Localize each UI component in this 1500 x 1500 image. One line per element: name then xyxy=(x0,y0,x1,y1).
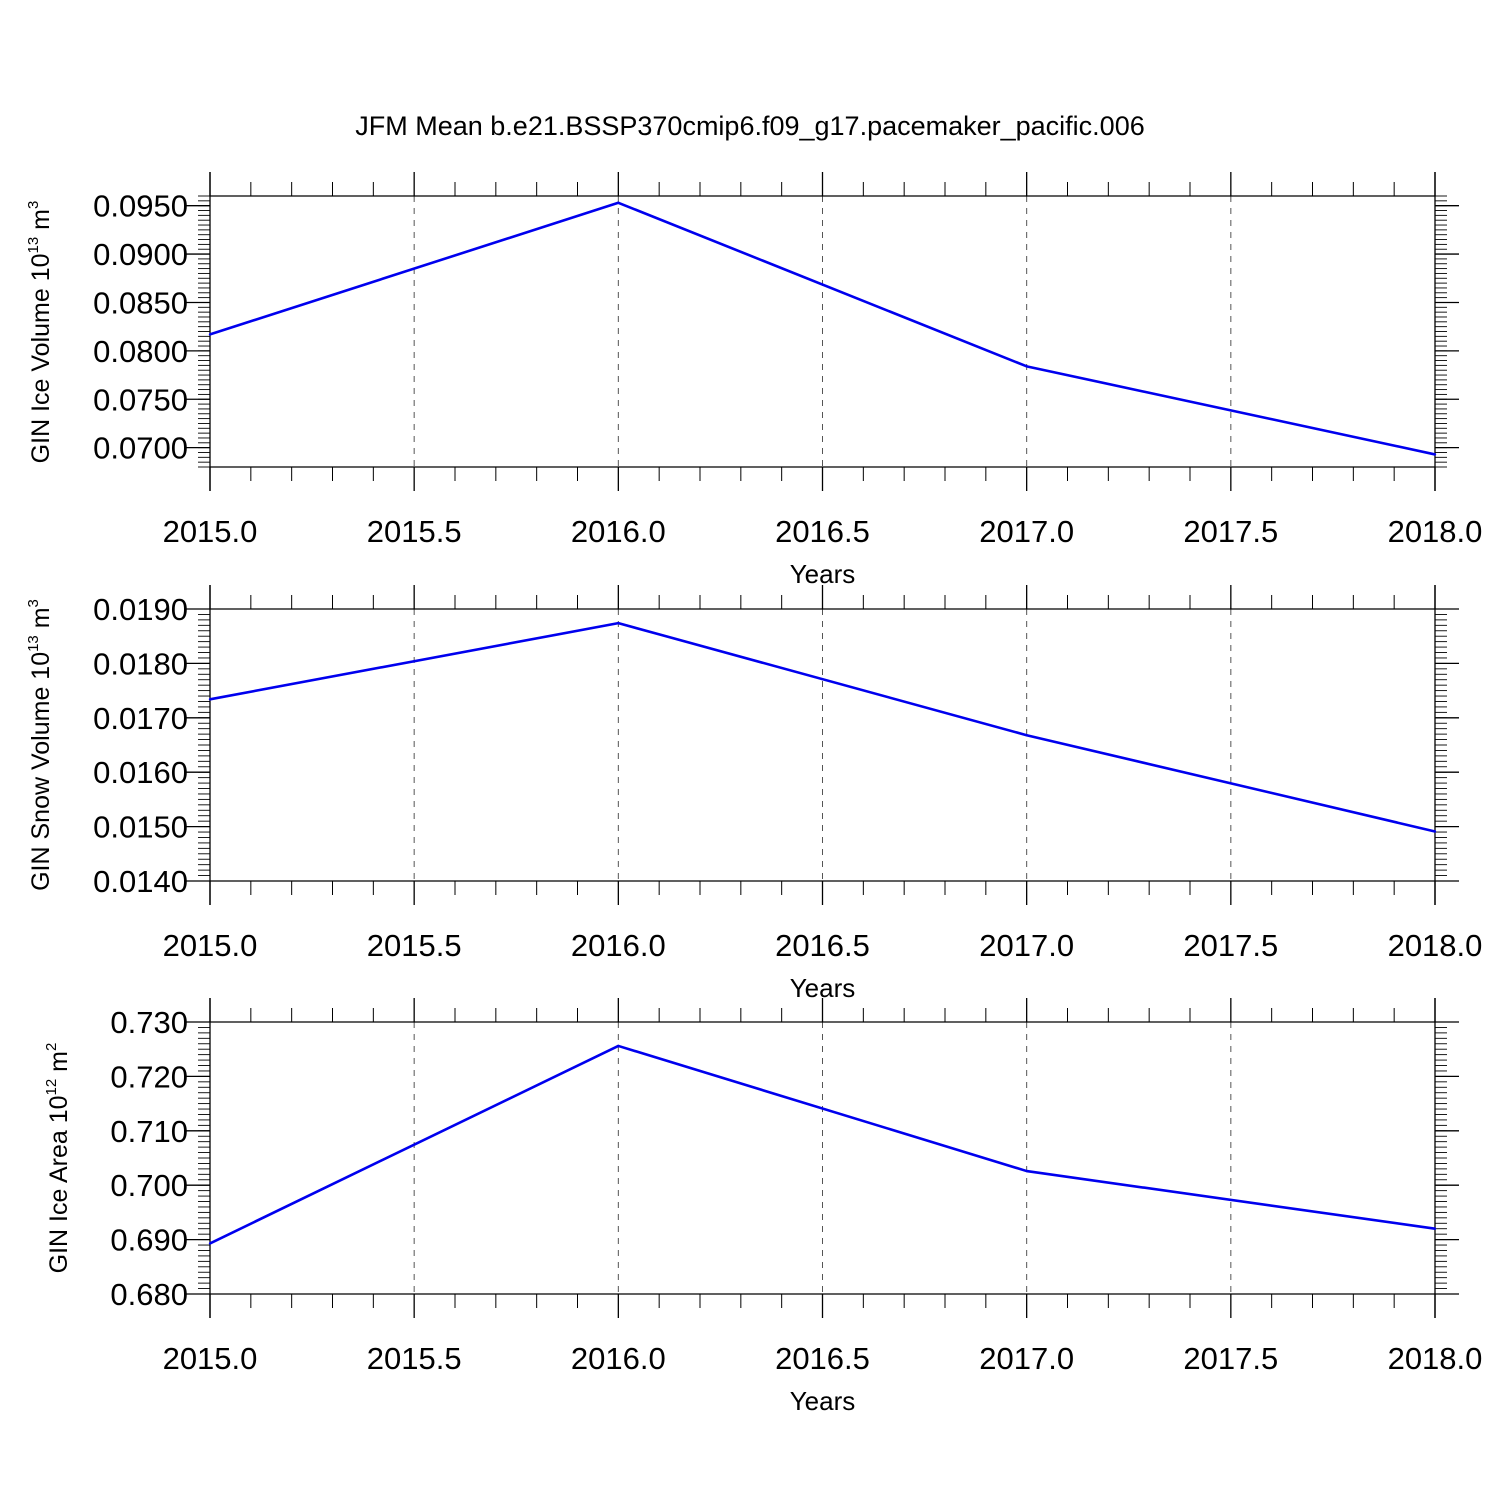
series-line xyxy=(209,201,1436,456)
data-point xyxy=(1025,734,1028,737)
y-axis-title: GIN Ice Area 1012 m2 xyxy=(43,1043,73,1274)
y-axis-title-main: GIN Ice Volume 10 xyxy=(27,253,55,463)
x-tick-label: 2015.5 xyxy=(367,514,462,549)
x-tick-label: 2017.0 xyxy=(979,514,1074,549)
x-axis-title: Years xyxy=(790,559,856,589)
y-axis-title-exponent: 13 xyxy=(25,237,42,254)
x-tick-label: 2017.5 xyxy=(1183,1341,1278,1376)
data-point xyxy=(208,698,212,701)
panel-2: 0.0140 0.0150 0.0160 0.0170 0.0180 0.0190 2015… xyxy=(25,585,1482,1003)
x-tick-label: 2017.5 xyxy=(1183,928,1278,963)
y-axis-title-exponent: 12 xyxy=(43,1079,60,1096)
y-tick-label: 0.0700 xyxy=(93,431,188,466)
data-point xyxy=(1025,1169,1028,1173)
y-axis-title: GIN Snow Volume 1013 m3 xyxy=(25,599,55,891)
y-axis-title-exponent: 13 xyxy=(25,635,42,652)
y-axis-title-unit-exponent: 3 xyxy=(25,599,42,607)
y-tick-label: 0.700 xyxy=(110,1168,188,1203)
y-tick-label: 0.0800 xyxy=(93,334,188,369)
y-axis-title: GIN Ice Volume 1013 m3 xyxy=(25,201,55,464)
y-axis-title-main: GIN Ice Area 10 xyxy=(45,1095,73,1273)
panels: 0.0700 0.0750 0.0800 0.0850 0.0900 0.0950 2015… xyxy=(25,172,1482,1416)
data-point xyxy=(1025,365,1028,368)
y-axis-title-unit: m xyxy=(27,209,55,237)
data-point xyxy=(617,621,620,625)
y-tick-label: 0.0190 xyxy=(93,592,188,627)
y-axis-title-unit-exponent: 2 xyxy=(43,1043,60,1051)
x-tick-label: 2015.0 xyxy=(163,514,258,549)
y-axis-title-main: GIN Snow Volume 10 xyxy=(27,652,55,891)
y-tick-label: 0.690 xyxy=(110,1223,188,1258)
x-tick-label: 2018.0 xyxy=(1388,1341,1483,1376)
y-tick-label: 0.0150 xyxy=(93,810,188,845)
data-point xyxy=(617,201,620,204)
data-point xyxy=(1433,453,1437,456)
data-point xyxy=(208,333,212,336)
x-tick-label: 2016.5 xyxy=(775,928,870,963)
y-tick-label: 0.680 xyxy=(110,1277,188,1312)
y-tick-label: 0.720 xyxy=(110,1059,188,1094)
x-axis-title: Years xyxy=(790,1386,856,1416)
y-tick-label: 0.710 xyxy=(110,1114,188,1149)
y-axis-title-unit-exponent: 3 xyxy=(25,201,42,209)
x-tick-label: 2016.5 xyxy=(775,514,870,549)
x-tick-label: 2015.0 xyxy=(163,1341,258,1376)
x-tick-label: 2016.5 xyxy=(775,1341,870,1376)
y-tick-label: 0.0950 xyxy=(93,189,188,224)
y-tick-label: 0.0160 xyxy=(93,755,188,790)
data-point xyxy=(208,1242,212,1245)
series-line xyxy=(209,1044,1436,1245)
x-tick-label: 2016.0 xyxy=(571,514,666,549)
y-tick-label: 0.0900 xyxy=(93,237,188,272)
panel-1: 0.0700 0.0750 0.0800 0.0850 0.0900 0.0950 2015… xyxy=(25,172,1482,589)
y-tick-label: 0.0180 xyxy=(93,646,188,681)
x-tick-label: 2017.0 xyxy=(979,928,1074,963)
x-tick-label: 2016.0 xyxy=(571,1341,666,1376)
series-line xyxy=(209,621,1436,833)
y-tick-label: 0.0850 xyxy=(93,285,188,320)
y-axis-title-unit: m xyxy=(27,607,55,635)
data-point xyxy=(617,1044,620,1048)
x-tick-label: 2017.5 xyxy=(1183,514,1278,549)
panel-3: 0.680 0.690 0.700 0.710 0.720 0.730 2015.0 2015… xyxy=(43,998,1482,1416)
y-tick-label: 0.0170 xyxy=(93,701,188,736)
y-tick-label: 0.730 xyxy=(110,1005,188,1040)
x-tick-label: 2015.5 xyxy=(367,928,462,963)
x-tick-label: 2016.0 xyxy=(571,928,666,963)
x-tick-label: 2018.0 xyxy=(1388,514,1483,549)
x-tick-label: 2015.5 xyxy=(367,1341,462,1376)
figure-title: JFM Mean b.e21.BSSP370cmip6.f09_g17.pace… xyxy=(355,111,1144,141)
y-axis-title-unit: m xyxy=(45,1051,73,1079)
data-point xyxy=(1433,830,1437,833)
x-tick-label: 2018.0 xyxy=(1388,928,1483,963)
x-tick-label: 2017.0 xyxy=(979,1341,1074,1376)
y-tick-label: 0.0140 xyxy=(93,864,188,899)
data-point xyxy=(1433,1227,1437,1230)
x-tick-label: 2015.0 xyxy=(163,928,258,963)
y-tick-label: 0.0750 xyxy=(93,382,188,417)
